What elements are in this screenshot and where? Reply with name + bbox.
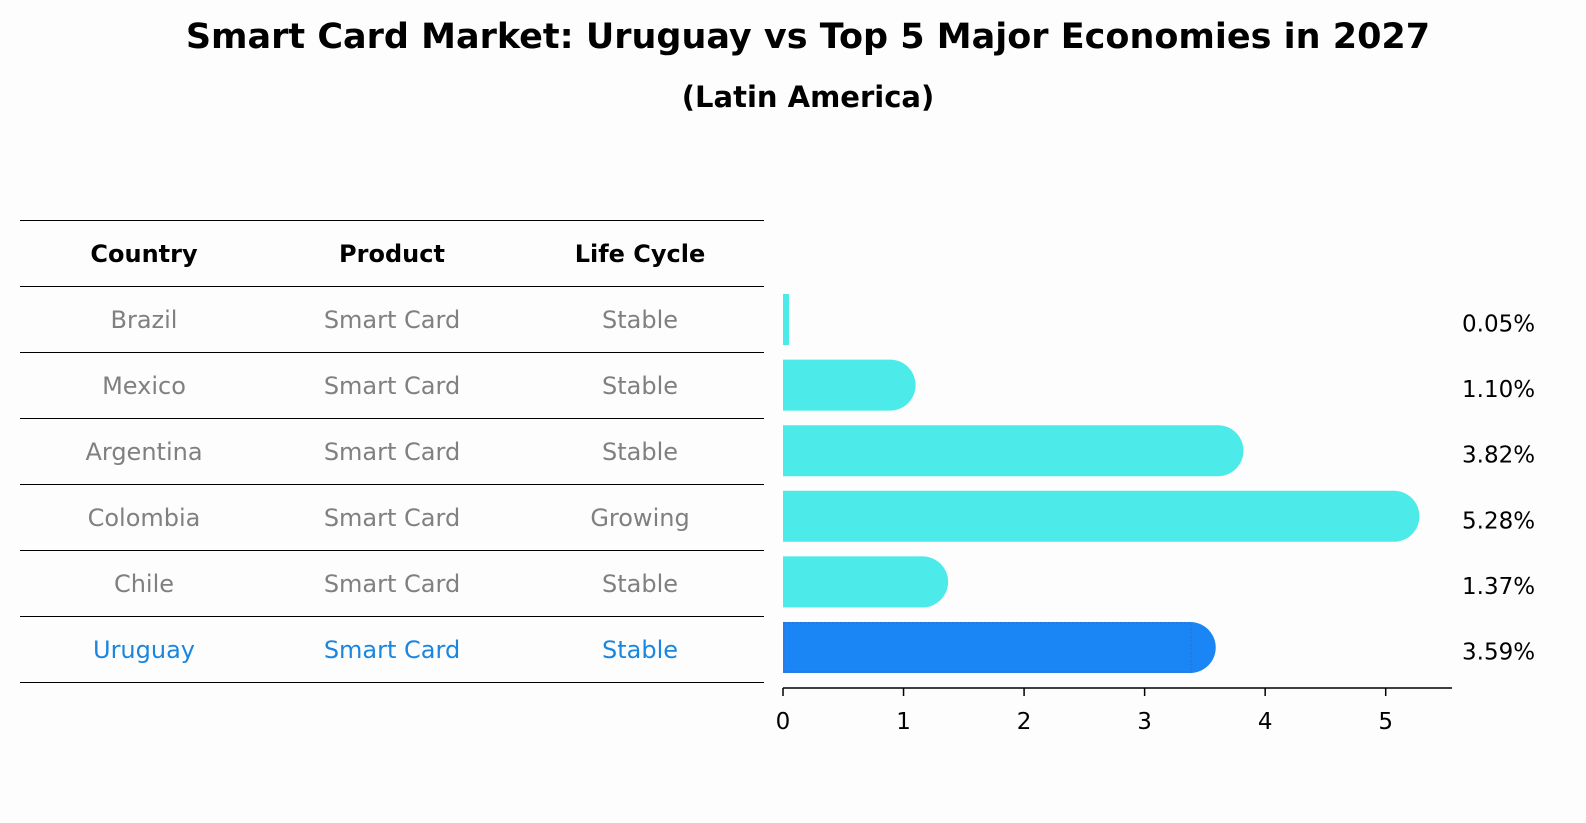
life-cycle-cell: Stable (601, 305, 679, 334)
header-product: Product (339, 239, 445, 268)
table-row: Mexico Smart Card Stable (20, 353, 764, 419)
table-row: Chile Smart Card Stable (20, 551, 764, 617)
table-header-row: Country Product Life Cycle (20, 221, 764, 287)
header-country: Country (90, 239, 198, 268)
life-cycle-cell: Growing (590, 503, 690, 532)
country-cell: Argentina (85, 437, 203, 466)
country-cell: Uruguay (93, 635, 195, 664)
bar-uruguay (783, 622, 1216, 673)
product-cell: Smart Card (323, 371, 461, 400)
bar-brazil (783, 294, 790, 345)
bar-value-label: 1.10% (1462, 377, 1535, 403)
x-tick-label: 2 (1017, 709, 1032, 735)
country-cell: Colombia (87, 503, 201, 532)
market-table: Country Product Life Cycle Brazil Smart … (20, 220, 764, 683)
table-row: Brazil Smart Card Stable (20, 287, 764, 353)
life-cycle-cell: Stable (601, 569, 679, 598)
bar-value-label: 1.37% (1462, 574, 1535, 600)
chart-title: Smart Card Market: Uruguay vs Top 5 Majo… (185, 17, 1431, 57)
bar-value-label: 3.82% (1462, 443, 1535, 469)
x-tick-label: 0 (776, 709, 791, 735)
table-row-highlight: Uruguay Smart Card Stable (20, 617, 764, 683)
life-cycle-cell: Stable (601, 437, 679, 466)
life-cycle-cell: Stable (601, 635, 679, 664)
product-cell: Smart Card (323, 305, 461, 334)
country-cell: Chile (113, 569, 175, 598)
product-cell: Smart Card (323, 635, 461, 664)
bar-chile (783, 556, 949, 608)
country-cell: Brazil (110, 305, 178, 334)
bar-value-label: 0.05% (1462, 312, 1535, 338)
table-row: Argentina Smart Card Stable (20, 419, 764, 485)
x-tick-label: 1 (896, 709, 911, 735)
product-cell: Smart Card (323, 437, 461, 466)
bar-value-label: 3.59% (1462, 640, 1535, 666)
x-tick-label: 3 (1137, 709, 1152, 735)
life-cycle-cell: Stable (601, 371, 679, 400)
table-row: Colombia Smart Card Growing (20, 485, 764, 551)
product-cell: Smart Card (323, 503, 461, 532)
country-cell: Mexico (102, 371, 186, 400)
chart-subtitle: (Latin America) (681, 80, 935, 114)
bar-mexico (783, 359, 916, 411)
x-tick-label: 5 (1378, 709, 1393, 735)
x-tick-label: 4 (1258, 709, 1273, 735)
bar-value-label: 5.28% (1462, 508, 1535, 534)
header-life-cycle: Life Cycle (574, 239, 706, 268)
product-cell: Smart Card (323, 569, 461, 598)
bar-argentina (783, 425, 1244, 477)
bar-colombia (783, 490, 1420, 542)
